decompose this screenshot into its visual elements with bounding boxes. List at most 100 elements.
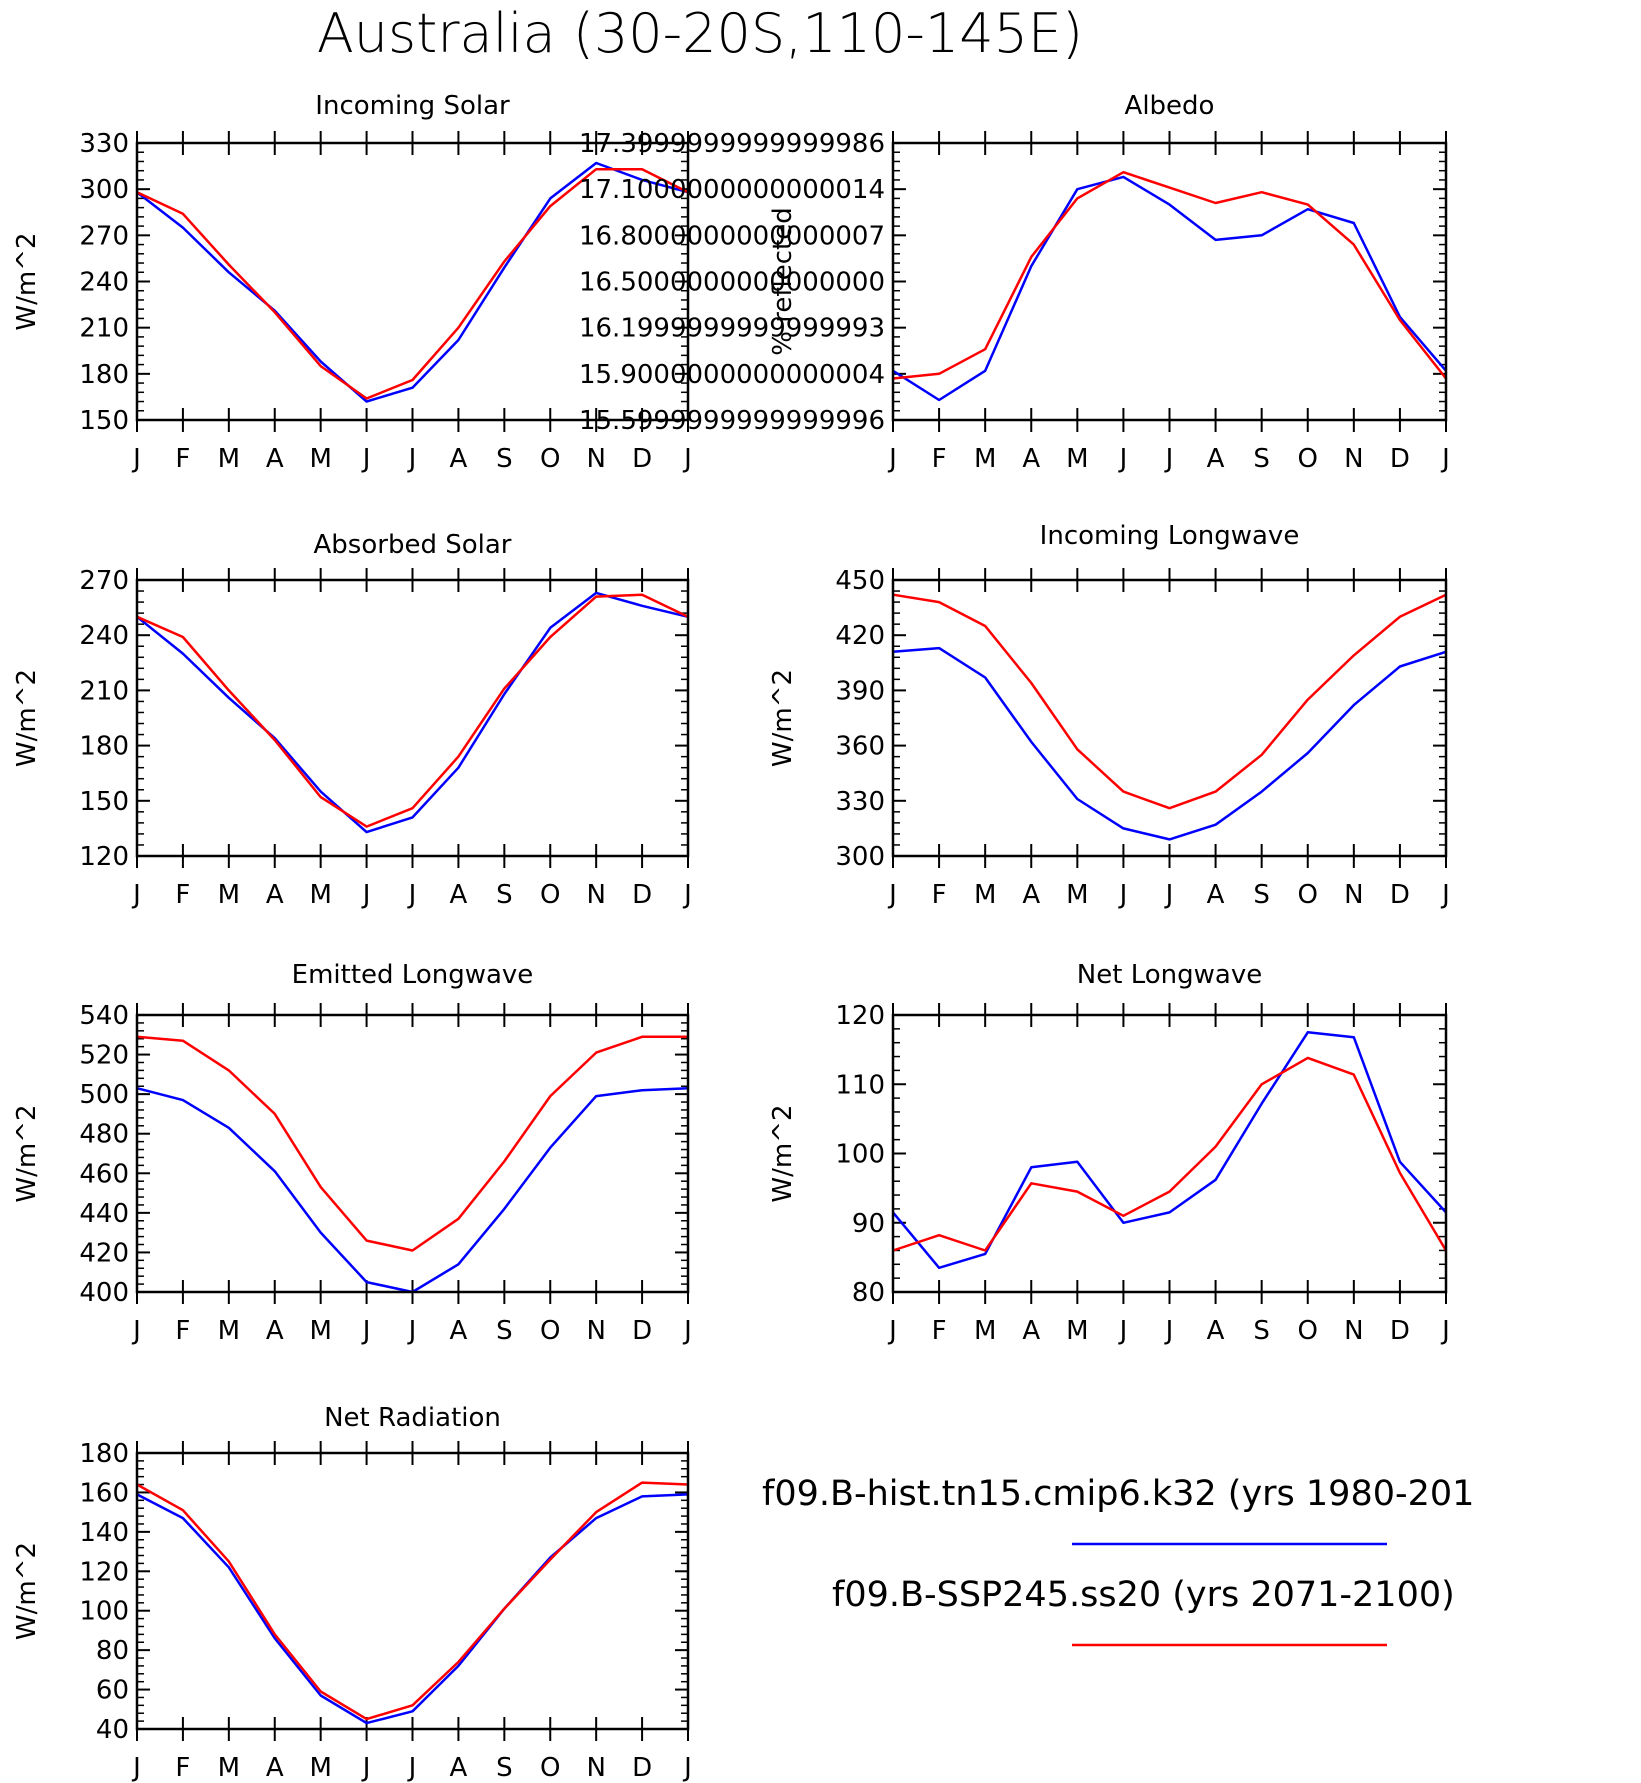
xtick-label: O [540, 1753, 560, 1783]
xtick-label: N [1344, 880, 1363, 910]
ytick-label: 180 [79, 732, 129, 762]
xtick-label: F [932, 444, 947, 474]
xtick-label: A [450, 444, 468, 474]
xtick-label: M [1066, 444, 1088, 474]
xtick-label: M [218, 880, 240, 910]
xtick-label: A [266, 880, 284, 910]
xtick-label: O [540, 444, 560, 474]
panel-title-absorbed-solar: Absorbed Solar [314, 530, 512, 560]
ytick-label: 450 [835, 566, 885, 596]
xtick-label: D [1390, 444, 1410, 474]
series-line-ssp245-incoming-solar [136, 167, 689, 400]
xtick-label: J [361, 880, 371, 910]
series-line-ssp245-albedo [892, 170, 1447, 380]
ylabel-incoming-solar: W/m^2 [12, 232, 42, 330]
series-line-hist-incoming-solar [136, 161, 689, 403]
xtick-label: J [407, 1753, 417, 1783]
series-line-ssp245-incoming-longwave [892, 593, 1447, 810]
xtick-label: J [131, 1316, 141, 1346]
series-line-hist-net-longwave [892, 1031, 1447, 1270]
xtick-label: M [974, 1316, 996, 1346]
xtick-label: J [1118, 880, 1128, 910]
ytick-label: 240 [79, 268, 129, 298]
xtick-label: J [407, 880, 417, 910]
series-line-hist-albedo [892, 175, 1447, 402]
panel-incoming-solar: Incoming Solar W/m^2 150 180 210 240 270 300 330… [12, 91, 692, 474]
xtick-label: J [1440, 880, 1450, 910]
xtick-label: J [1118, 444, 1128, 474]
ytick-label: 80 [96, 1636, 129, 1666]
ytick-label: 240 [79, 621, 129, 651]
xtick-label: F [175, 444, 190, 474]
panel-emitted-longwave: Emitted Longwave W/m^2 400 420 440 460 480 500 5… [12, 960, 692, 1346]
xtick-label: S [496, 880, 513, 910]
xtick-label: J [887, 1316, 897, 1346]
series-line-ssp245-net-longwave [892, 1056, 1448, 1252]
xtick-label: A [1207, 444, 1225, 474]
plot-frame-emitted-longwave [135, 1013, 690, 1294]
xtick-label: S [496, 444, 513, 474]
xtick-label: J [361, 1316, 371, 1346]
ytick-label: 17.1000000000000014 [579, 175, 885, 205]
ylabel-absorbed-solar: W/m^2 [12, 669, 42, 767]
xtick-label: D [632, 880, 652, 910]
ylabel-emitted-longwave: W/m^2 [12, 1104, 42, 1202]
figure-title: Australia (30-20S,110-145E) [317, 2, 1083, 65]
ytick-label: 540 [79, 1001, 129, 1031]
xtick-label: J [682, 1316, 692, 1346]
xtick-label: J [131, 880, 141, 910]
xtick-label: A [266, 1316, 284, 1346]
ytick-label: 210 [79, 314, 129, 344]
ytick-label: 90 [852, 1209, 885, 1239]
xtick-label: M [1066, 1316, 1088, 1346]
panel-net-radiation: Net Radiation W/m^2 40 60 80 100 120 140 160 180 J… [12, 1403, 692, 1783]
xtick-label: O [1298, 1316, 1318, 1346]
ytick-label: 100 [835, 1140, 885, 1170]
xtick-label: D [632, 1753, 652, 1783]
xtick-label: N [1344, 444, 1363, 474]
ytick-label: 120 [79, 1557, 129, 1587]
xtick-label: A [450, 1753, 468, 1783]
xtick-label: A [1207, 880, 1225, 910]
xtick-label: S [1253, 1316, 1270, 1346]
legend-label-hist: f09.B-hist.tn15.cmip6.k32 (yrs 1980-201 [762, 1474, 1474, 1514]
xtick-label: M [309, 1753, 331, 1783]
xtick-label: O [540, 1316, 560, 1346]
legend: f09.B-hist.tn15.cmip6.k32 (yrs 1980-201 … [762, 1474, 1474, 1647]
ytick-label: 120 [79, 842, 129, 872]
ytick-label: 270 [79, 566, 129, 596]
xtick-label: A [450, 880, 468, 910]
panels: Incoming Solar W/m^2 150 180 210 240 270 300 330… [12, 91, 1450, 1783]
xtick-label: A [266, 1753, 284, 1783]
ytick-label: 390 [835, 676, 885, 706]
xtick-label: O [1298, 880, 1318, 910]
ytick-label: 40 [96, 1715, 129, 1745]
panel-albedo: Albedo % reflected 15.5999999999999996 15.9… [579, 91, 1450, 474]
xtick-label: A [1022, 444, 1040, 474]
xtick-label: F [932, 880, 947, 910]
ytick-label: 16.8000000000000007 [579, 221, 885, 251]
ytick-label: 110 [835, 1070, 885, 1100]
ytick-label: 300 [79, 175, 129, 205]
xtick-label: J [682, 1753, 692, 1783]
xtick-label: J [1440, 444, 1450, 474]
ytick-label: 400 [79, 1278, 129, 1308]
xtick-label: J [682, 444, 692, 474]
ytick-label: 140 [79, 1518, 129, 1548]
xtick-label: S [1253, 444, 1270, 474]
xtick-label: D [632, 444, 652, 474]
xtick-label: M [974, 880, 996, 910]
ytick-label: 150 [79, 406, 129, 436]
xtick-label: A [450, 1316, 468, 1346]
ylabel-incoming-longwave: W/m^2 [768, 669, 798, 767]
ytick-label: 460 [79, 1159, 129, 1189]
ytick-label: 440 [79, 1199, 129, 1229]
xtick-label: J [887, 880, 897, 910]
ytick-label: 180 [79, 360, 129, 390]
ylabel-net-longwave: W/m^2 [768, 1104, 798, 1202]
ytick-label: 16.5000000000000000 [579, 268, 885, 298]
panel-title-albedo: Albedo [1125, 91, 1215, 121]
xtick-label: J [1118, 1316, 1128, 1346]
series-line-hist-incoming-longwave [892, 646, 1447, 841]
